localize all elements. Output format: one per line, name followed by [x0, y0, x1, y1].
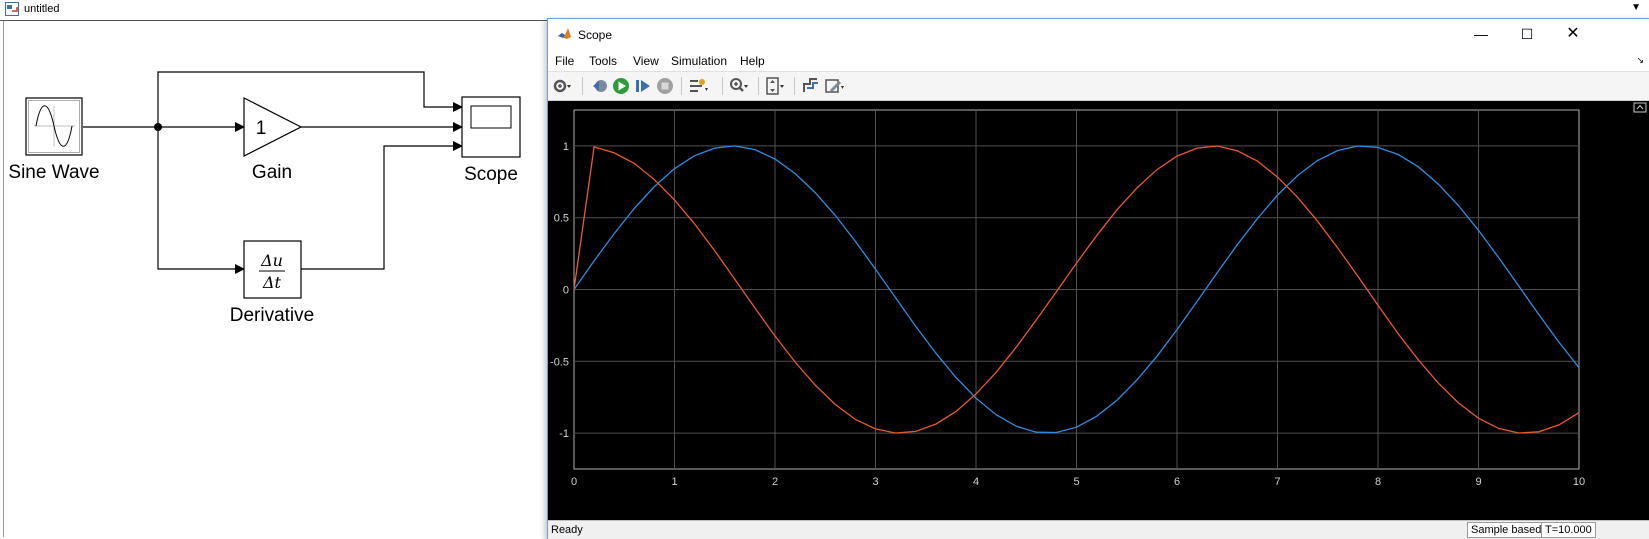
run-icon[interactable]: [611, 76, 631, 96]
x-tick-label: 6: [1174, 476, 1180, 488]
step-forward-icon[interactable]: [633, 76, 653, 96]
menu-bar: File Tools View Simulation Help ↘: [548, 49, 1649, 71]
signal-icon[interactable]: [801, 76, 821, 96]
x-tick-label: 7: [1274, 476, 1280, 488]
x-tick-label: 9: [1475, 476, 1481, 488]
close-button[interactable]: ✕: [1566, 25, 1580, 42]
x-tick-label: 0: [571, 476, 577, 488]
matlab-logo-icon: [558, 28, 571, 39]
x-tick-label: 8: [1375, 476, 1381, 488]
derivative-label: Derivative: [230, 305, 314, 326]
scope-label: Scope: [464, 164, 518, 185]
model-canvas[interactable]: Sine Wave 1 Gain Δu Δt Derivative Scope: [3, 21, 1649, 537]
derivative-block[interactable]: Δu Δt Derivative: [230, 240, 314, 326]
dock-icon[interactable]: ↘: [1636, 55, 1644, 65]
y-tick-label: 1: [563, 141, 569, 153]
x-tick-label: 10: [1573, 476, 1585, 488]
plot-lines: [573, 145, 1580, 434]
x-tick-label: 2: [772, 476, 778, 488]
sine-wave-label: Sine Wave: [8, 162, 99, 183]
signal-lines: [83, 71, 463, 274]
autoscale-icon[interactable]: [764, 76, 784, 96]
plot-grid: [573, 109, 1580, 470]
x-tick-label: 3: [872, 476, 878, 488]
gain-label: Gain: [252, 162, 292, 183]
menu-help[interactable]: Help: [740, 54, 765, 68]
gain-block[interactable]: 1 Gain: [243, 97, 303, 183]
gear-icon[interactable]: [552, 76, 572, 96]
model-name: untitled: [24, 3, 60, 15]
sample-mode-badge: Sample based: [1467, 522, 1546, 538]
maximize-button[interactable]: ☐: [1520, 26, 1534, 42]
simulation-time: T=10.000: [1541, 522, 1596, 538]
simulink-logo-icon: [5, 2, 19, 16]
menu-file[interactable]: File: [555, 54, 575, 68]
y-tick-label: -1: [559, 428, 569, 440]
stop-back-icon[interactable]: [590, 76, 610, 96]
x-tick-label: 4: [973, 476, 979, 488]
block-diagram: Sine Wave 1 Gain Δu Δt Derivative Scope: [8, 71, 521, 326]
chevron-down-icon[interactable]: ▼: [1631, 2, 1641, 13]
sine-wave-icon: [35, 105, 73, 147]
scope-block[interactable]: Scope: [461, 96, 521, 185]
menu-tools[interactable]: Tools: [589, 54, 618, 68]
expand-icon[interactable]: [1633, 102, 1647, 113]
stop-icon[interactable]: [655, 76, 675, 96]
x-tick-label: 5: [1073, 476, 1079, 488]
y-tick-label: 0: [563, 285, 569, 297]
series-line-1: [573, 145, 1580, 434]
scope-title-bar[interactable]: Scope — ☐ ✕: [548, 19, 1649, 49]
menu-view[interactable]: View: [633, 54, 659, 68]
status-text: Ready: [551, 524, 583, 536]
plot-ticks: 0 1 2 3 4 5 6 7 8 9 10 1 0.5 0 -0.5 -1: [550, 141, 1585, 488]
status-bar: Ready Sample based T=10.000: [548, 520, 1649, 539]
scope-window-title: Scope: [578, 28, 613, 42]
scope-toolbar: [548, 71, 1649, 101]
scope-window[interactable]: Scope — ☐ ✕ File Tools View Simulation H…: [547, 18, 1649, 539]
menu-simulation[interactable]: Simulation: [671, 54, 728, 68]
y-tick-label: 0.5: [554, 213, 569, 225]
series-line-2: [573, 145, 1580, 434]
derivative-denominator: Δt: [262, 273, 282, 292]
scope-plot-area[interactable]: 0 1 2 3 4 5 6 7 8 9 10 1 0.5 0 -0.5 -1: [548, 101, 1649, 520]
edit-icon[interactable]: [824, 76, 844, 96]
branch-point: [154, 123, 162, 131]
gain-value: 1: [256, 118, 267, 139]
derivative-numerator: Δu: [260, 251, 283, 270]
x-tick-label: 1: [671, 476, 677, 488]
y-tick-label: -0.5: [550, 356, 569, 368]
minimize-button[interactable]: —: [1474, 26, 1488, 42]
scope-plot[interactable]: 0 1 2 3 4 5 6 7 8 9 10 1 0.5 0 -0.5 -1: [548, 101, 1649, 520]
highlight-icon[interactable]: [688, 76, 708, 96]
sine-wave-block[interactable]: Sine Wave: [8, 97, 100, 183]
zoom-icon[interactable]: [728, 76, 748, 96]
